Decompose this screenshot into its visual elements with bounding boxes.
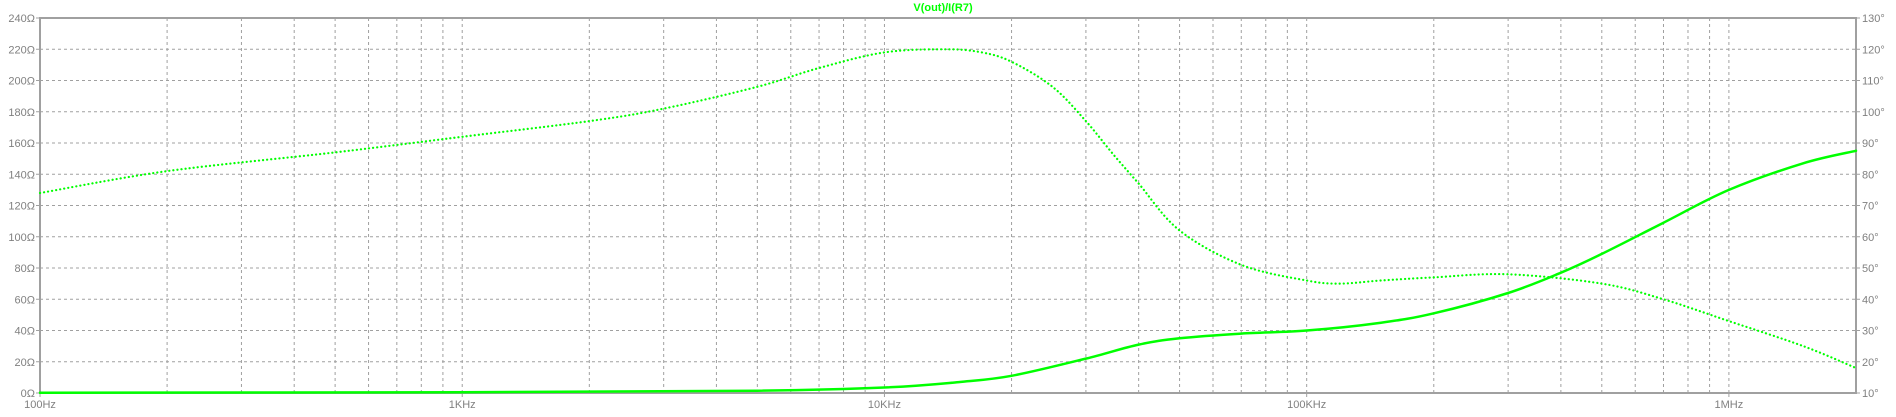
left-y-tick-label: 20Ω — [15, 357, 35, 369]
magnitude-trace — [38, 149, 1858, 394]
left-y-tick-label: 120Ω — [8, 201, 35, 213]
left-y-tick-label: 0Ω — [21, 388, 35, 400]
x-tick-label: 100Hz — [24, 399, 56, 411]
axis-labels: 100Hz 1KHz 10KHz 100KHz 1MHz 0Ω 20Ω 40Ω 60Ω 80Ω 10… — [8, 13, 1884, 411]
left-y-tick-label: 140Ω — [8, 169, 35, 181]
left-y-tick-label: 240Ω — [8, 13, 35, 25]
phase-trace — [38, 48, 1858, 370]
right-y-tick-label: 50° — [1862, 263, 1879, 275]
right-y-tick-label: 130° — [1862, 13, 1885, 25]
left-y-tick-label: 220Ω — [8, 44, 35, 56]
left-y-tick-label: 60Ω — [15, 294, 35, 306]
left-y-tick-label: 200Ω — [8, 76, 35, 88]
right-y-tick-label: 20° — [1862, 357, 1879, 369]
right-y-tick-label: 40° — [1862, 294, 1879, 306]
x-tick-label: 1MHz — [1715, 399, 1744, 411]
right-y-tick-label: 110° — [1862, 76, 1884, 88]
left-y-tick-label: 80Ω — [15, 263, 35, 275]
axis-ticks — [36, 17, 1860, 397]
left-y-tick-label: 180Ω — [8, 107, 35, 119]
x-tick-label: 100KHz — [1287, 399, 1326, 411]
chart-title: V(out)/I(R7) — [913, 2, 973, 14]
right-y-tick-label: 30° — [1862, 326, 1879, 338]
left-y-tick-label: 160Ω — [8, 138, 35, 150]
right-y-tick-label: 100° — [1862, 107, 1885, 119]
left-y-tick-label: 40Ω — [15, 326, 35, 338]
x-tick-label: 10KHz — [868, 399, 901, 411]
right-y-tick-label: 120° — [1862, 44, 1885, 56]
x-tick-label: 1KHz — [449, 399, 476, 411]
right-y-tick-label: 80° — [1862, 169, 1879, 181]
right-y-tick-label: 10° — [1862, 388, 1879, 400]
grid-lines — [40, 18, 1856, 393]
right-y-tick-label: 90° — [1862, 138, 1879, 150]
right-y-tick-label: 70° — [1862, 201, 1879, 213]
right-y-tick-label: 60° — [1862, 232, 1879, 244]
series-group — [38, 48, 1858, 394]
left-y-tick-label: 100Ω — [8, 232, 35, 244]
